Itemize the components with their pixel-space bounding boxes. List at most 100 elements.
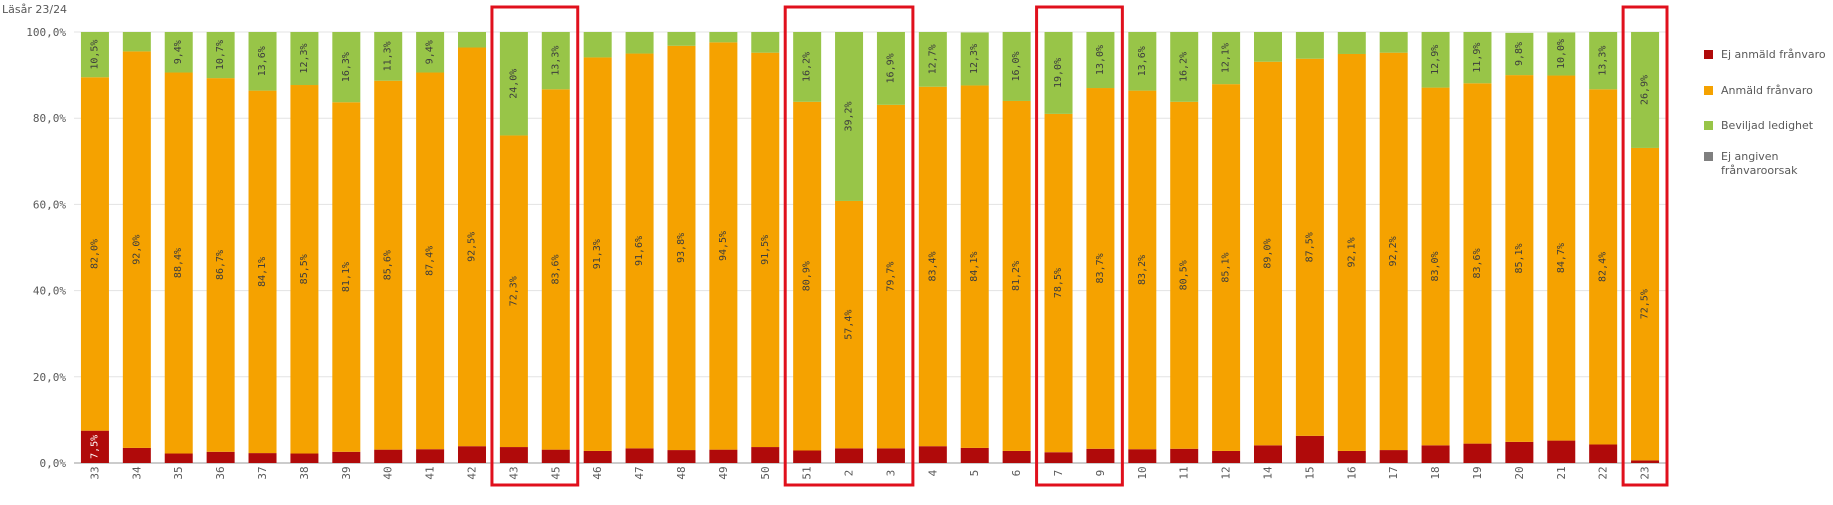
bar-segment <box>1505 75 1534 442</box>
bar-segment <box>332 451 361 463</box>
bar-segment <box>332 102 361 452</box>
bar-segment <box>793 450 822 463</box>
bar-segment <box>499 32 528 136</box>
data-label: 83,6% <box>550 254 561 284</box>
bar-segment <box>374 449 403 463</box>
bar-segment <box>1295 58 1324 436</box>
data-label: 93,8% <box>676 233 687 263</box>
highlight-box <box>1621 5 1669 487</box>
data-label: 9,4% <box>173 40 184 64</box>
data-label: 7,5% <box>89 435 100 459</box>
x-tick-label: 19 <box>1471 466 1484 479</box>
bar-segment <box>1170 448 1199 463</box>
bar-segment <box>1254 32 1282 62</box>
bar-segment <box>374 80 403 450</box>
bar-segment <box>625 448 654 463</box>
y-tick-label: 0,0% <box>40 457 67 470</box>
data-label: 39,2% <box>844 101 855 131</box>
bar-segment <box>164 453 193 463</box>
x-tick-label: 35 <box>172 466 185 479</box>
x-tick-label: 5 <box>968 470 981 477</box>
bar-segment <box>918 446 947 463</box>
bar-segment <box>416 72 445 450</box>
bar-segment <box>1212 32 1241 85</box>
bar-segment <box>80 430 109 463</box>
bar-segment <box>918 32 947 87</box>
data-label: 83,7% <box>1095 253 1106 283</box>
legend-label: Beviljad ledighet <box>1721 119 1814 132</box>
bar-segment <box>1547 32 1576 76</box>
data-label: 16,0% <box>1011 51 1022 81</box>
bar-segment <box>1002 32 1031 101</box>
bar-segment <box>1212 84 1241 451</box>
x-tick-label: 7 <box>1052 470 1065 477</box>
bar-segment <box>793 101 822 451</box>
bar-segment <box>248 90 277 454</box>
data-label: 84,1% <box>257 257 268 287</box>
bar-segment <box>1128 90 1157 450</box>
data-label: 16,3% <box>341 52 352 82</box>
bar-segment <box>751 32 780 53</box>
x-axis: 33 34 35 36 37 38 39 40 41 42 43 45 46 47 48 49 50 51 2 3 4 5… <box>88 466 1651 480</box>
bar-segment <box>625 32 654 54</box>
x-tick-label: 34 <box>130 466 143 480</box>
data-label: 72,5% <box>1640 289 1651 319</box>
data-label: 86,7% <box>215 250 226 280</box>
bar-segment <box>80 32 109 78</box>
bar-segment <box>1463 443 1492 463</box>
legend-label-line: Ej angiven <box>1721 150 1779 163</box>
x-tick-label: 20 <box>1513 466 1526 479</box>
x-tick-label: 49 <box>717 466 730 479</box>
bar-segment <box>458 32 486 48</box>
bar-segment <box>1547 440 1576 463</box>
data-label: 94,5% <box>718 231 729 261</box>
bar-segment <box>1170 32 1199 102</box>
x-tick-label: 9 <box>1094 470 1107 477</box>
bar-segment <box>876 104 905 449</box>
y-tick-label: 40,0% <box>33 285 66 298</box>
data-label: 85,1% <box>1514 243 1525 273</box>
legend-label: Ej angiven frånvaroorsak <box>1721 150 1798 177</box>
bar-segment <box>290 85 319 454</box>
legend-swatch <box>1704 86 1713 95</box>
bar-segment <box>751 447 780 463</box>
x-tick-label: 47 <box>633 466 646 479</box>
bar-segment <box>1295 32 1324 59</box>
bar-segment <box>1295 435 1324 463</box>
bar-segment <box>1044 32 1073 114</box>
data-label: 24,0% <box>508 69 519 99</box>
bar-segment <box>206 32 235 79</box>
data-label: 88,4% <box>173 248 184 278</box>
data-label: 91,5% <box>760 235 771 265</box>
bar-segment <box>1128 449 1157 463</box>
bar-segment <box>248 453 277 463</box>
bar-segment <box>122 447 151 463</box>
x-tick-label: 45 <box>549 466 562 479</box>
bar-segment <box>918 86 947 447</box>
bar-segment <box>1254 61 1282 446</box>
x-tick-label: 51 <box>801 466 814 479</box>
x-tick-label: 40 <box>382 466 395 479</box>
bar-segment <box>1086 88 1115 449</box>
bar-segment <box>876 448 905 463</box>
bar-segment <box>122 32 151 52</box>
bar-segment <box>80 77 109 431</box>
bar-segment <box>1631 32 1660 148</box>
bar-segment <box>835 448 864 463</box>
x-tick-label: 36 <box>214 466 227 479</box>
bar-segment <box>583 450 612 463</box>
bar-segment <box>1505 32 1534 76</box>
bar-segment <box>1044 452 1073 463</box>
y-tick-label: 100,0% <box>26 26 66 39</box>
data-label: 81,1% <box>341 262 352 292</box>
bar-segment <box>541 89 570 450</box>
x-tick-label: 12 <box>1220 466 1233 479</box>
bar-segment <box>751 52 780 448</box>
bar-segment <box>1379 32 1408 53</box>
data-label: 83,0% <box>1430 251 1441 281</box>
bar-segment <box>1337 32 1366 54</box>
y-tick-label: 60,0% <box>33 198 66 211</box>
data-label: 16,2% <box>802 52 813 82</box>
data-label: 87,4% <box>425 246 436 276</box>
